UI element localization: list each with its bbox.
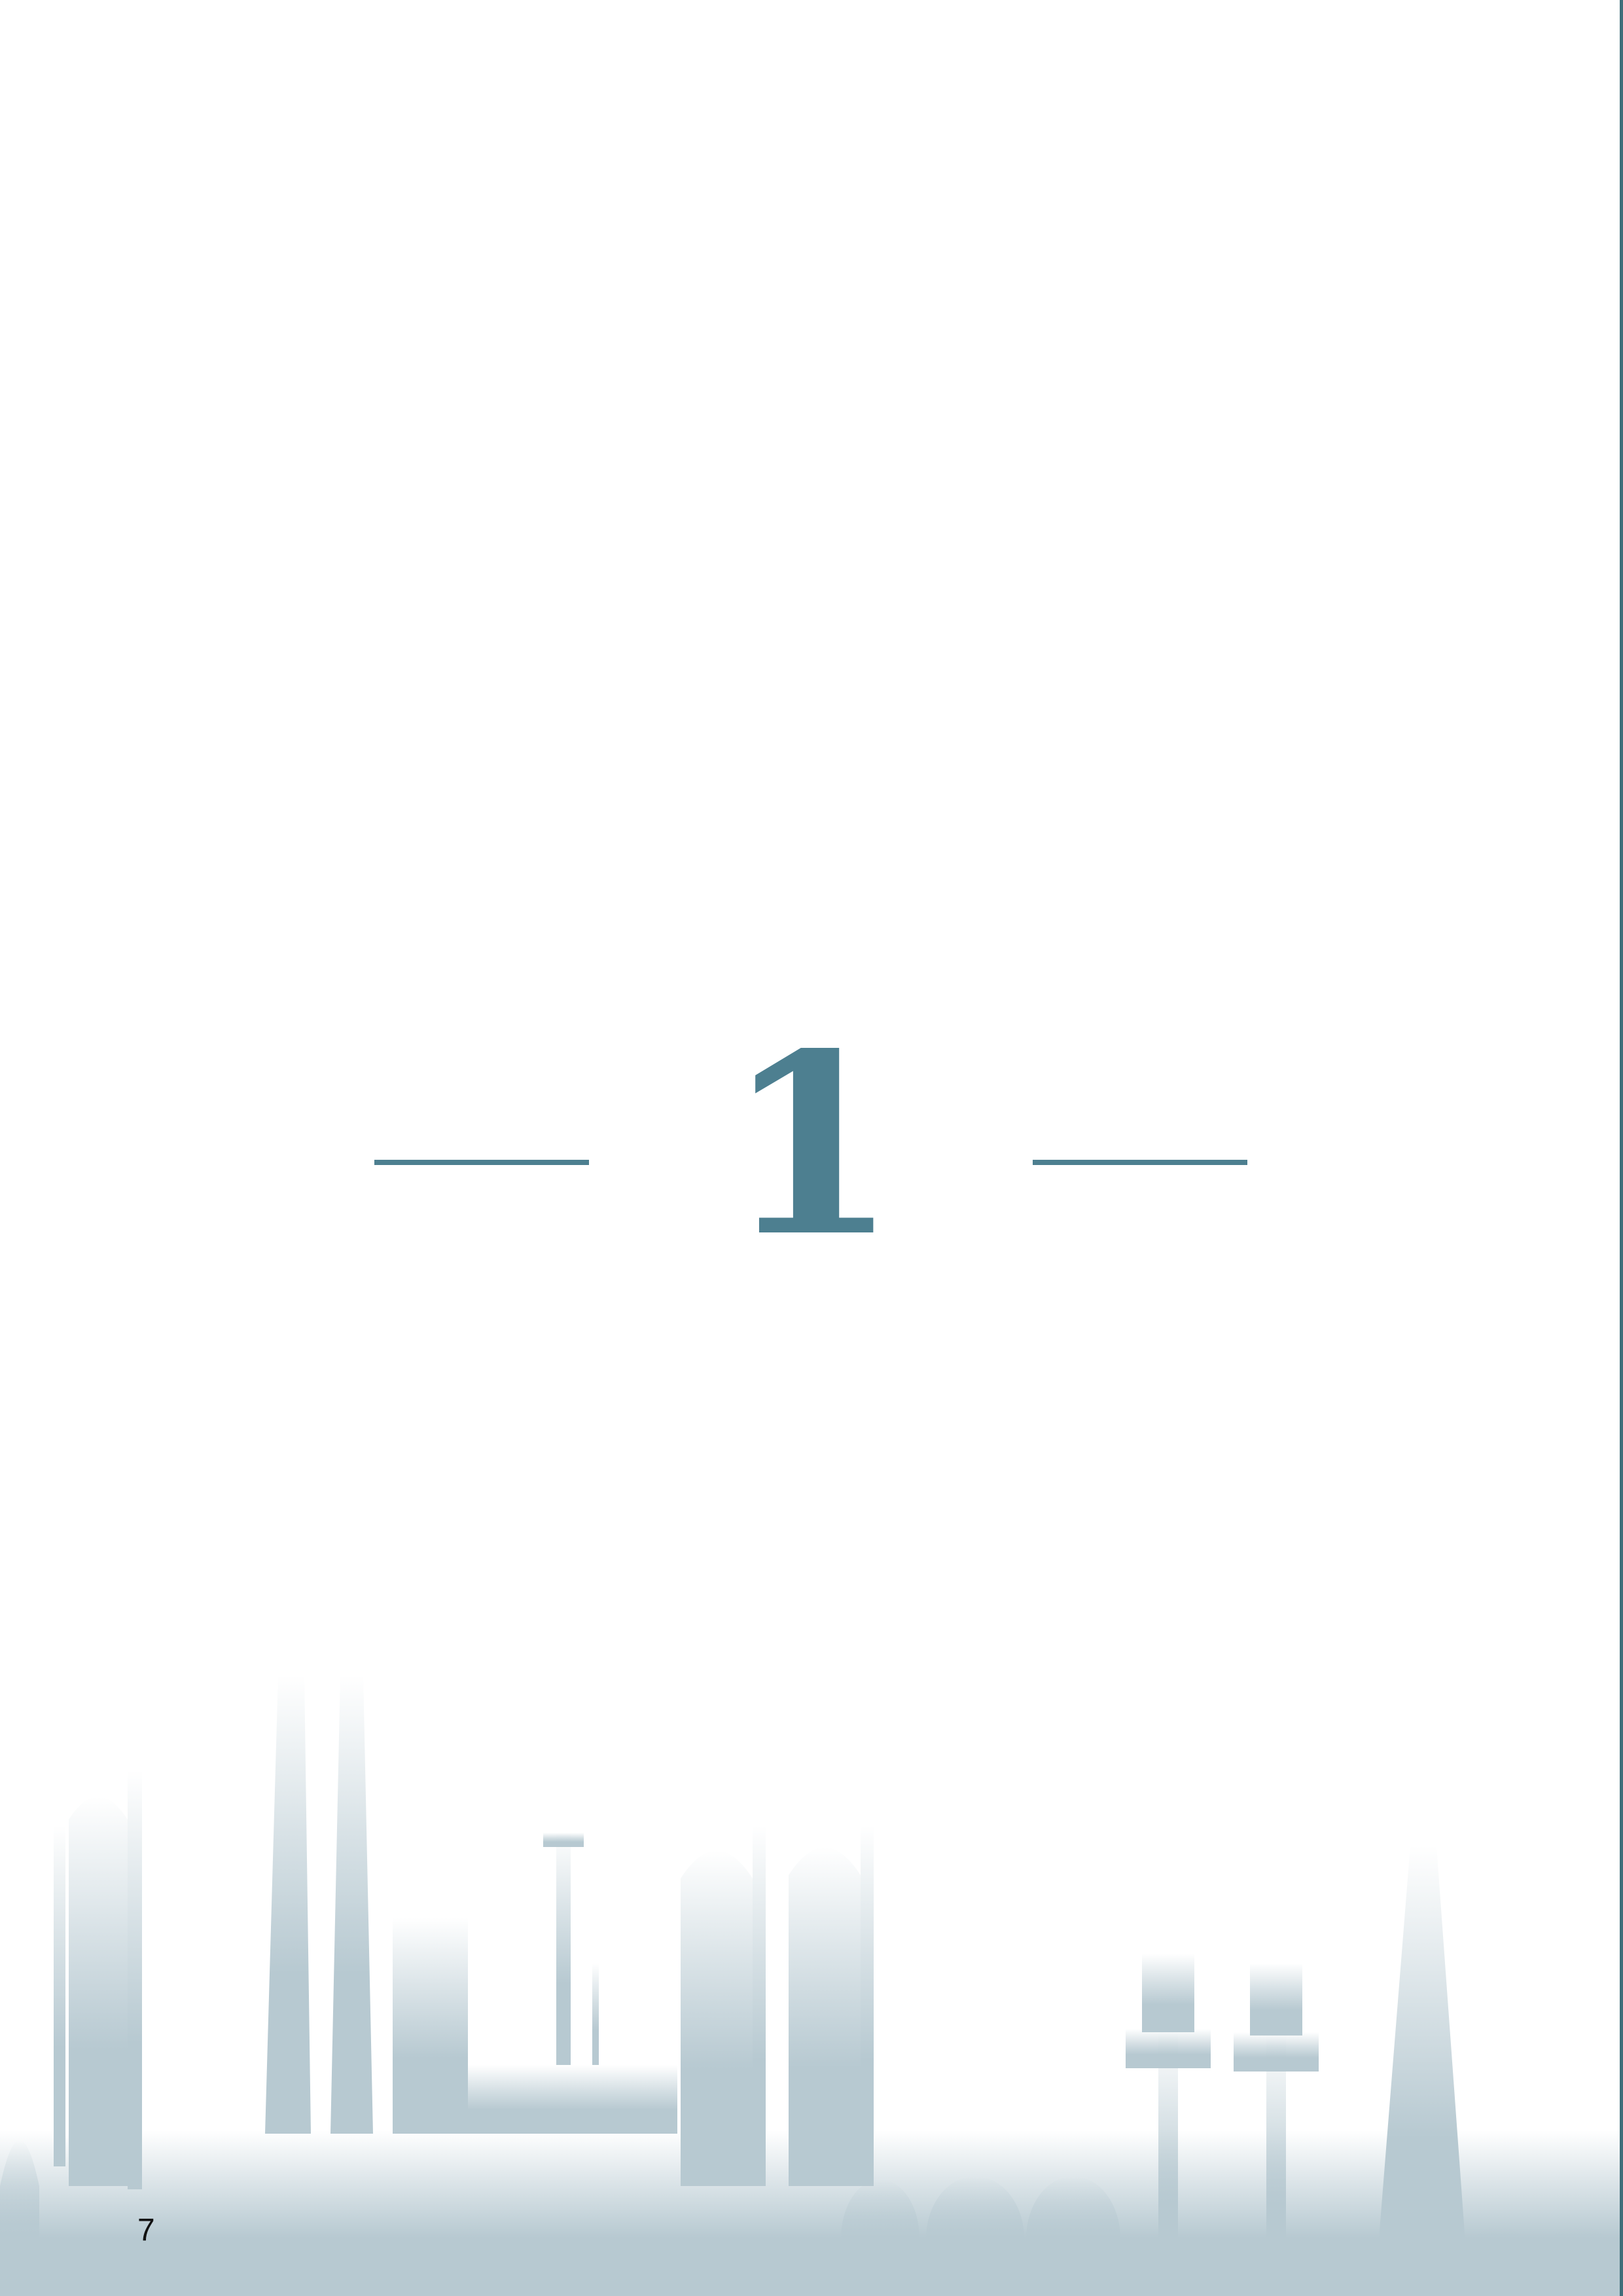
chapter-number: 1 (724, 999, 899, 1291)
page-number: 7 (137, 2213, 155, 2248)
chapter-rule-right (1033, 1160, 1247, 1165)
chapter-rule-left (374, 1160, 589, 1165)
industrial-plant-skyline-icon (0, 1676, 1620, 2296)
right-edge-rule (1620, 0, 1623, 2296)
